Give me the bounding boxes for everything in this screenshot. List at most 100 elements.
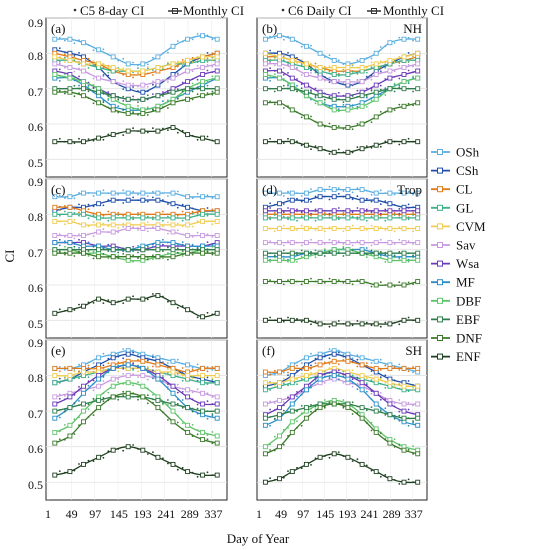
monthly-marker: [289, 429, 295, 435]
data-dot: [176, 415, 179, 417]
legend-label: DBF: [456, 293, 481, 308]
data-dot: [107, 97, 110, 100]
data-dot: [300, 255, 303, 258]
data-dot: [282, 255, 285, 258]
monthly-marker: [262, 444, 268, 450]
data-dot: [398, 250, 401, 253]
monthly-marker: [170, 75, 176, 81]
data-dot: [73, 55, 76, 57]
x-tick-label: 97: [297, 507, 309, 521]
data-dot: [300, 213, 303, 216]
data-dot: [176, 370, 179, 373]
data-dot: [181, 305, 184, 307]
data-dot: [351, 94, 354, 97]
data-dot: [211, 413, 214, 415]
data-dot: [107, 91, 110, 93]
data-dot: [269, 316, 271, 319]
data-dot: [398, 387, 401, 390]
data-dot: [296, 62, 298, 64]
data-dot: [393, 82, 396, 85]
data-dot: [365, 87, 368, 90]
data-dot: [211, 52, 214, 54]
monthly-marker: [345, 107, 351, 113]
monthly-marker: [262, 86, 268, 92]
data-dot: [122, 222, 125, 225]
data-dot: [269, 389, 271, 391]
data-dot: [407, 380, 410, 382]
monthly-marker: [125, 444, 131, 450]
data-dot: [122, 383, 125, 385]
data-dot: [176, 391, 179, 394]
data-dot: [370, 61, 373, 64]
data-dot: [328, 325, 331, 328]
monthly-marker: [373, 469, 379, 475]
data-dot: [314, 145, 317, 148]
monthly-marker: [262, 139, 268, 145]
monthly-marker: [373, 365, 379, 371]
data-dot: [342, 406, 345, 409]
data-dot: [132, 248, 135, 251]
data-dot: [92, 87, 95, 90]
monthly-marker: [317, 75, 323, 81]
data-dot: [117, 353, 120, 356]
data-dot: [181, 253, 184, 256]
data-dot: [314, 95, 317, 97]
legend-label: Sav: [456, 238, 476, 253]
data-dot: [323, 79, 326, 82]
panel-label: (e): [51, 343, 65, 358]
data-dot: [176, 222, 179, 225]
data-dot: [152, 254, 154, 257]
data-dot: [122, 57, 125, 60]
data-dot: [162, 219, 164, 222]
data-dot: [351, 224, 354, 227]
data-dot: [365, 321, 368, 324]
monthly-marker: [345, 96, 351, 102]
data-dot: [132, 444, 135, 446]
data-dot: [407, 69, 410, 72]
data-dot: [191, 410, 194, 413]
data-dot: [206, 248, 209, 251]
data-dot: [407, 54, 410, 57]
monthly-marker: [415, 240, 421, 246]
monthly-marker: [303, 114, 309, 120]
monthly-marker: [81, 190, 86, 196]
data-dot: [398, 259, 401, 262]
data-dot: [273, 90, 276, 93]
monthly-marker: [67, 204, 73, 210]
data-dot: [365, 120, 368, 123]
monthly-marker: [96, 397, 102, 403]
data-dot: [323, 255, 326, 257]
data-dot: [300, 390, 303, 393]
data-dot: [78, 214, 80, 217]
monthly-marker: [415, 317, 421, 323]
monthly-marker: [185, 215, 191, 221]
data-dot: [273, 64, 276, 67]
data-dot: [122, 394, 125, 397]
data-dot: [269, 252, 271, 255]
monthly-marker: [317, 215, 323, 221]
data-dot: [196, 78, 199, 81]
data-dot: [323, 243, 326, 245]
monthly-marker: [345, 72, 351, 77]
monthly-marker: [317, 240, 323, 246]
data-dot: [269, 67, 271, 70]
monthly-marker: [125, 296, 131, 302]
data-dot: [137, 193, 139, 196]
data-dot: [176, 402, 179, 405]
data-dot: [379, 189, 382, 192]
monthly-marker: [125, 226, 131, 231]
data-dot: [273, 37, 276, 40]
monthly-marker: [415, 250, 421, 256]
data-dot: [323, 353, 326, 356]
data-dot: [78, 52, 80, 54]
monthly-marker: [262, 380, 268, 386]
data-dot: [365, 253, 368, 256]
data-dot: [64, 66, 66, 69]
monthly-marker: [387, 68, 393, 74]
data-dot: [102, 392, 105, 395]
data-dot: [314, 320, 317, 323]
data-dot: [384, 62, 387, 64]
data-dot: [393, 230, 396, 233]
monthly-marker: [52, 408, 58, 414]
monthly-marker: [185, 79, 191, 85]
